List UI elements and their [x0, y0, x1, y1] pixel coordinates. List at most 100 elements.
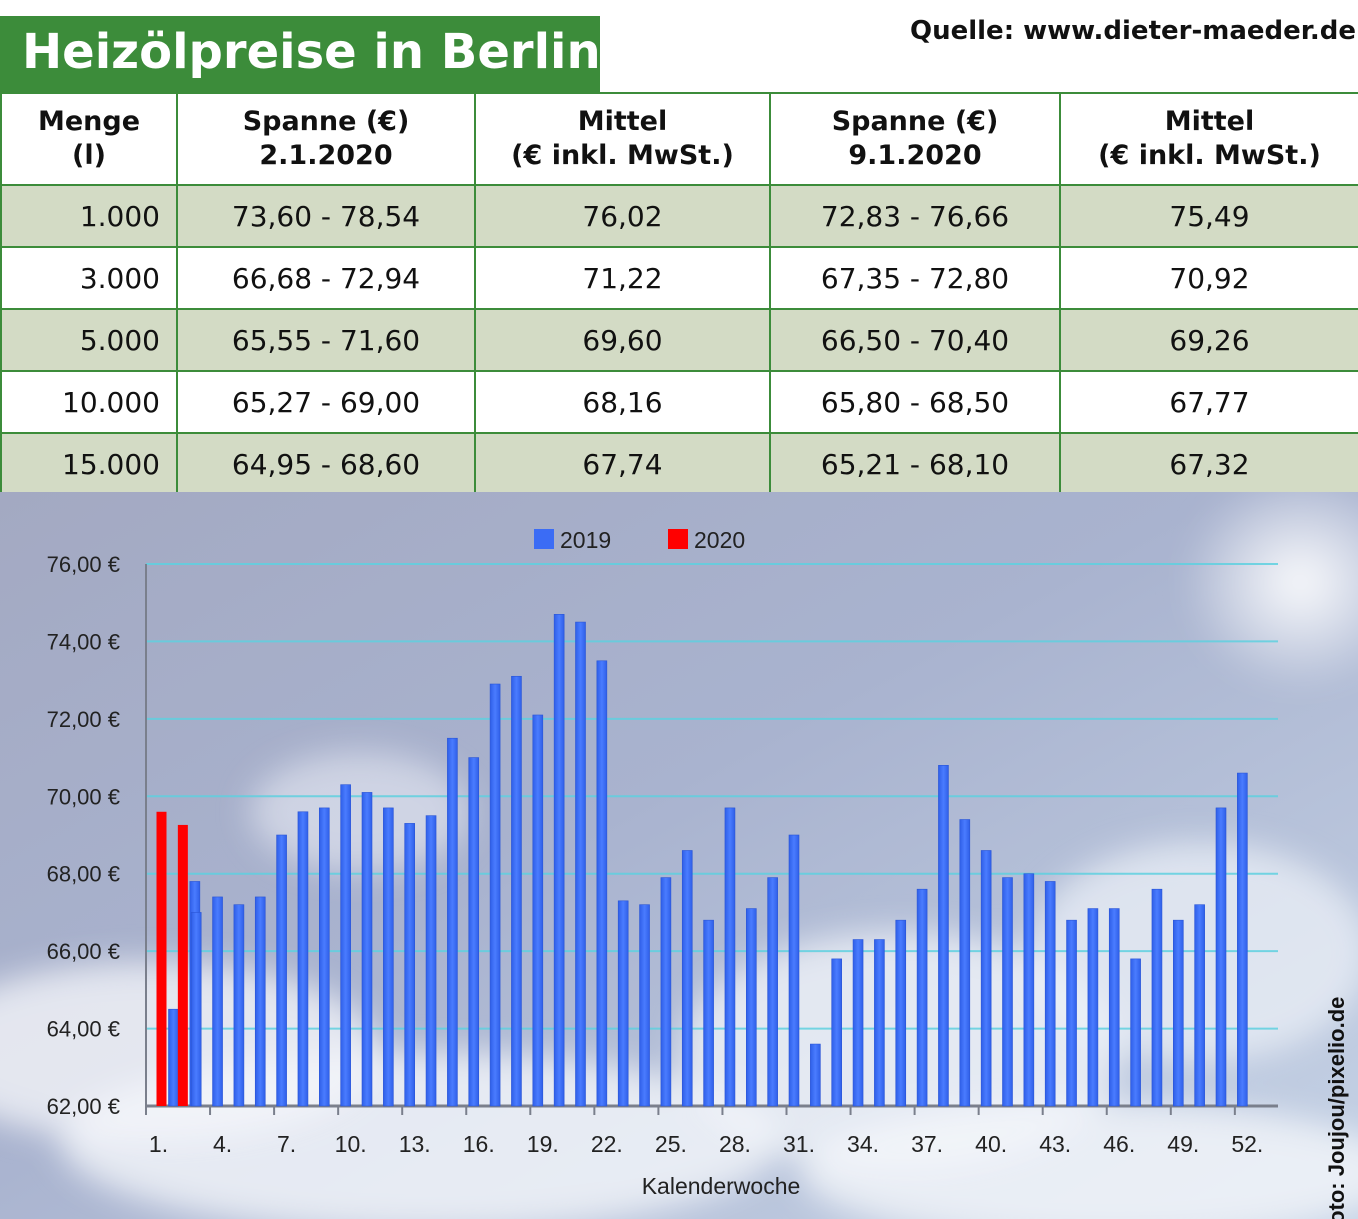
bar-2019 — [404, 823, 416, 1107]
bar-2019 — [340, 784, 351, 1107]
x-tick-label: 31. — [783, 1131, 815, 1157]
cell-spanne-1: 65,55 - 71,60 — [176, 308, 476, 372]
bar-2019 — [831, 958, 843, 1107]
cell-menge: 15.000 — [0, 432, 178, 496]
title-box — [0, 16, 600, 92]
y-tick-label: 76,00 € — [47, 552, 120, 577]
bar-2019 — [511, 675, 522, 1107]
bar-2019 — [596, 660, 608, 1107]
legend-swatch-2020 — [668, 529, 688, 549]
bar-2019 — [1087, 908, 1099, 1107]
bar-2019 — [1066, 919, 1077, 1107]
cell-mittel-1: 69,60 — [474, 308, 771, 372]
bar-2019 — [233, 904, 245, 1107]
x-axis-label: Kalenderwoche — [642, 1173, 801, 1199]
cell-spanne-2: 65,80 - 68,50 — [769, 370, 1061, 434]
header-spanne-2: Spanne (€) 9.1.2020 — [769, 92, 1061, 186]
cell-spanne-2: 65,21 - 68,10 — [769, 432, 1061, 496]
bar-2019 — [1023, 873, 1035, 1107]
photo-credit: Foto: Joujou/pixelio.de — [1324, 997, 1349, 1219]
y-tick-labels: 62,00 € 64,00 € 66,00 € 68,00 € 70,00 € 72,00… — [47, 552, 120, 1119]
bar-2019 — [575, 621, 586, 1107]
legend-swatch-2019 — [534, 529, 554, 549]
bar-2019 — [852, 939, 864, 1107]
x-tick-label: 49. — [1167, 1131, 1199, 1157]
cell-spanne-2: 67,35 - 72,80 — [769, 246, 1061, 310]
header-menge: Menge (l) — [0, 92, 178, 186]
cell-mittel-2: 69,26 — [1059, 308, 1358, 372]
bar-2019 — [254, 896, 266, 1107]
bar-2019 — [980, 850, 992, 1107]
bar-2020 — [156, 811, 167, 1106]
table-header-row: Menge (l) Spanne (€) 2.1.2020 Mittel (€ ink… — [0, 92, 1358, 186]
bar-2019 — [532, 714, 544, 1107]
bar-2019 — [212, 896, 223, 1107]
x-tick-label: 43. — [1039, 1131, 1071, 1157]
cell-spanne-1: 64,95 - 68,60 — [176, 432, 476, 496]
table-row: 1.000 73,60 - 78,54 76,02 72,83 - 76,66 … — [0, 184, 1358, 248]
header-spanne-1: Spanne (€) 2.1.2020 — [176, 92, 476, 186]
cell-spanne-1: 65,27 - 69,00 — [176, 370, 476, 434]
bar-2019 — [361, 792, 373, 1107]
x-tick-label: 16. — [463, 1131, 495, 1157]
y-tick-label: 70,00 € — [47, 784, 120, 809]
x-tick-label: 4. — [213, 1131, 232, 1157]
x-tick-label: 46. — [1103, 1131, 1135, 1157]
bar-2019 — [724, 807, 736, 1107]
cell-mittel-1: 71,22 — [474, 246, 771, 310]
bar-2019 — [1194, 904, 1205, 1107]
header-mittel-2: Mittel (€ inkl. MwSt.) — [1059, 92, 1358, 186]
bar-2019 — [959, 819, 971, 1107]
bar-2019 — [1215, 807, 1227, 1107]
bar-2019 — [1044, 881, 1056, 1107]
bar-2019 — [297, 811, 309, 1107]
x-tick-label: 1. — [149, 1131, 168, 1157]
x-tick-label: 13. — [399, 1131, 431, 1157]
bar-2019 — [788, 834, 800, 1107]
x-tick-label: 28. — [719, 1131, 751, 1157]
cell-spanne-1: 66,68 - 72,94 — [176, 246, 476, 310]
y-tick-label: 74,00 € — [47, 629, 120, 654]
x-tick-labels: 1. 4. 7. 10. 13. 16. 19. 22. 25. 28. 31. 34. 37. 40. 4… — [149, 1131, 1263, 1157]
bar-2019 — [660, 877, 672, 1107]
bar-2019 — [1108, 908, 1120, 1107]
bar-2019 — [810, 1043, 821, 1107]
y-tick-label: 64,00 € — [47, 1017, 120, 1042]
cell-spanne-1: 73,60 - 78,54 — [176, 184, 476, 248]
bar-2019 — [318, 807, 330, 1107]
y-tick-label: 62,00 € — [47, 1094, 120, 1119]
bar-2019 — [1130, 958, 1141, 1107]
bar-2019 — [190, 912, 202, 1107]
bar-2019 — [681, 850, 693, 1107]
bar-2019 — [767, 877, 778, 1107]
bar-2019 — [639, 904, 650, 1107]
legend-label-2019: 2019 — [560, 527, 611, 553]
x-tick-label: 52. — [1231, 1131, 1263, 1157]
cell-mittel-2: 67,32 — [1059, 432, 1358, 496]
legend-label-2020: 2020 — [694, 527, 745, 553]
bar-2019 — [489, 683, 501, 1107]
x-tick-label: 19. — [527, 1131, 559, 1157]
bar-2019 — [447, 737, 458, 1107]
bar-2019 — [383, 807, 394, 1107]
legend: 2019 2020 — [534, 527, 745, 553]
cell-mittel-1: 67,74 — [474, 432, 771, 496]
y-tick-label: 68,00 € — [47, 862, 120, 887]
cell-mittel-2: 75,49 — [1059, 184, 1358, 248]
cell-mittel-1: 68,16 — [474, 370, 771, 434]
x-tick-label: 7. — [277, 1131, 296, 1157]
bar-2019 — [745, 908, 757, 1107]
bar-2019 — [938, 765, 949, 1107]
bar-2019 — [617, 900, 629, 1107]
cell-mittel-1: 76,02 — [474, 184, 771, 248]
bar-2019 — [1173, 919, 1184, 1107]
x-tick-label: 40. — [975, 1131, 1007, 1157]
bar-2019 — [276, 834, 287, 1107]
price-chart: 62,00 € 64,00 € 66,00 € 68,00 € 70,00 € 72,00… — [0, 492, 1358, 1219]
x-tick-label: 25. — [655, 1131, 687, 1157]
x-tick-label: 37. — [911, 1131, 943, 1157]
cell-menge: 10.000 — [0, 370, 178, 434]
y-tick-label: 66,00 € — [47, 939, 120, 964]
bar-2019 — [1237, 772, 1248, 1107]
cell-menge: 5.000 — [0, 308, 178, 372]
